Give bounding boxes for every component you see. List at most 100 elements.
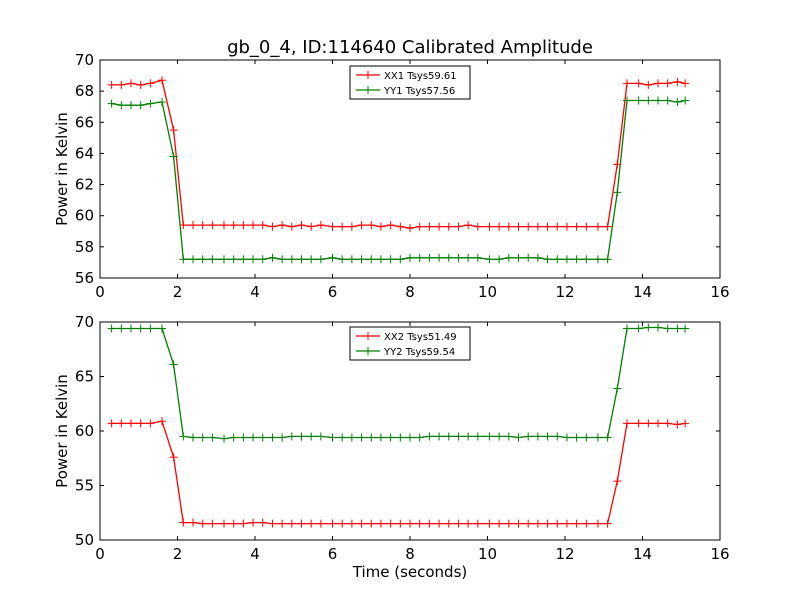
- bottom-series-1-point: [435, 432, 444, 441]
- top-series-1-point: [297, 255, 306, 264]
- top-series-0-point: [367, 221, 376, 230]
- top-series-0-point: [169, 126, 178, 135]
- bottom-series-1-point: [562, 433, 571, 442]
- bottom-series-1-point: [357, 433, 366, 442]
- top-series-1-point: [376, 255, 385, 264]
- top-series-1-point: [287, 255, 296, 264]
- top-series-0-point: [673, 77, 682, 86]
- bottom-series-0-point: [107, 419, 116, 428]
- bottom-y-tick-label: 65: [75, 368, 94, 386]
- top-series-0-point: [189, 221, 197, 230]
- bottom-series-0-point: [533, 519, 542, 528]
- top-series-1-point: [357, 255, 366, 264]
- top-series-1-point: [425, 253, 434, 262]
- top-series-1-point: [473, 253, 482, 262]
- bottom-series-0-point: [603, 519, 612, 528]
- bottom-series-0-point: [239, 519, 248, 528]
- bottom-series-0-point: [287, 519, 296, 528]
- bottom-series-0-point: [681, 419, 690, 428]
- top-series-1-point: [495, 255, 504, 264]
- bottom-series-0-point: [169, 453, 178, 462]
- top-x-tick-label: 12: [555, 283, 574, 301]
- bottom-series-1-point: [229, 433, 238, 442]
- bottom-series-1-point: [533, 432, 542, 441]
- bottom-series-0-point: [297, 519, 306, 528]
- top-series-0-point: [425, 222, 434, 231]
- bottom-series-1-point: [603, 433, 612, 442]
- bottom-series-1-point: [189, 433, 197, 442]
- bottom-series-0-point: [415, 519, 424, 528]
- top-series-1-point: [634, 96, 643, 105]
- bottom-x-tick-label: 4: [250, 545, 260, 563]
- bottom-series-0-point: [663, 419, 672, 428]
- bottom-series-1-point: [179, 432, 188, 441]
- bottom-series-0-point: [136, 419, 145, 428]
- bottom-series-1-point: [415, 433, 424, 442]
- top-series-0-point: [644, 80, 653, 89]
- top-series-0-point: [634, 79, 643, 88]
- top-series-1-point: [533, 253, 542, 262]
- bottom-series-1-point: [158, 324, 166, 333]
- legend-label: YY1 Tsys57.56: [383, 86, 455, 97]
- top-series-1-point: [328, 253, 337, 262]
- bottom-series-1-point: [572, 433, 581, 442]
- bottom-series-0-point: [613, 477, 622, 486]
- top-series-0-point: [376, 222, 385, 231]
- bottom-series-1-point: [328, 433, 337, 442]
- bottom-series-1-point: [464, 432, 473, 441]
- legend-box: [349, 65, 471, 100]
- bottom-series-0-point: [278, 519, 287, 528]
- top-series-0-point: [338, 222, 347, 231]
- top-series-1-point: [543, 255, 552, 264]
- bottom-plot: 0 2 4 6 8 10 12 14 16 50 55 60 65 70 Power in Kelvin Ti…: [53, 313, 730, 581]
- top-y-tick-label: 64: [75, 144, 94, 162]
- bottom-series-0-point: [229, 519, 238, 528]
- bottom-series-0-point: [593, 519, 602, 528]
- top-y-tick-label: 68: [75, 82, 94, 100]
- top-series-0-point: [623, 79, 631, 88]
- top-series-1-point: [146, 99, 155, 108]
- top-series-0-point: [582, 222, 591, 231]
- top-series-1-point: [239, 255, 248, 264]
- top-series-0-point: [316, 221, 325, 230]
- bottom-series-0-point: [307, 519, 316, 528]
- top-series-1-point: [386, 255, 395, 264]
- bottom-series-1-point: [208, 433, 217, 442]
- top-series-1-point: [220, 255, 228, 264]
- bottom-series-1-point: [278, 433, 287, 442]
- top-series-0-point: [386, 221, 395, 230]
- bottom-series-0-point: [623, 419, 631, 428]
- bottom-series-1-point: [258, 433, 267, 442]
- bottom-series-0-point: [634, 419, 643, 428]
- bottom-series-1-point: [663, 324, 672, 333]
- bottom-series-1-point: [367, 433, 376, 442]
- legend-item-1: YY1 Tsys57.56: [356, 86, 455, 97]
- top-series-0-point: [553, 222, 562, 231]
- top-series-0-point: [415, 222, 424, 231]
- bottom-series-1-point: [136, 324, 145, 333]
- top-series-0-point: [562, 222, 571, 231]
- top-x-tick-label: 6: [328, 283, 338, 301]
- bottom-series-0-point: [258, 518, 267, 527]
- bottom-series-1-point: [593, 433, 602, 442]
- bottom-legend: XX2 Tsys51.49 YY2 Tsys59.54: [349, 326, 471, 361]
- bottom-y-tick-label: 70: [75, 313, 94, 331]
- bottom-series-0-point: [673, 420, 682, 429]
- top-series-0-point: [328, 222, 337, 231]
- top-y-tick-label: 58: [75, 238, 94, 256]
- top-series-0-point: [473, 222, 482, 231]
- top-y-tick-label: 62: [75, 176, 94, 194]
- top-series-1-point: [158, 98, 166, 107]
- bottom-series-1-point: [406, 433, 414, 442]
- legend-item-1: YY2 Tsys59.54: [356, 347, 455, 358]
- bottom-series-0-point: [444, 519, 453, 528]
- legend-item-0: XX2 Tsys51.49: [356, 332, 457, 343]
- top-series-0-point: [524, 222, 533, 231]
- bottom-series-0-point: [117, 419, 126, 428]
- top-series-0-point: [268, 222, 277, 231]
- top-series-1-point: [553, 255, 562, 264]
- legend-label: XX2 Tsys51.49: [384, 332, 457, 343]
- top-series-1-point: [582, 255, 591, 264]
- top-series-1-point: [316, 255, 325, 264]
- bottom-series-0-point: [562, 519, 571, 528]
